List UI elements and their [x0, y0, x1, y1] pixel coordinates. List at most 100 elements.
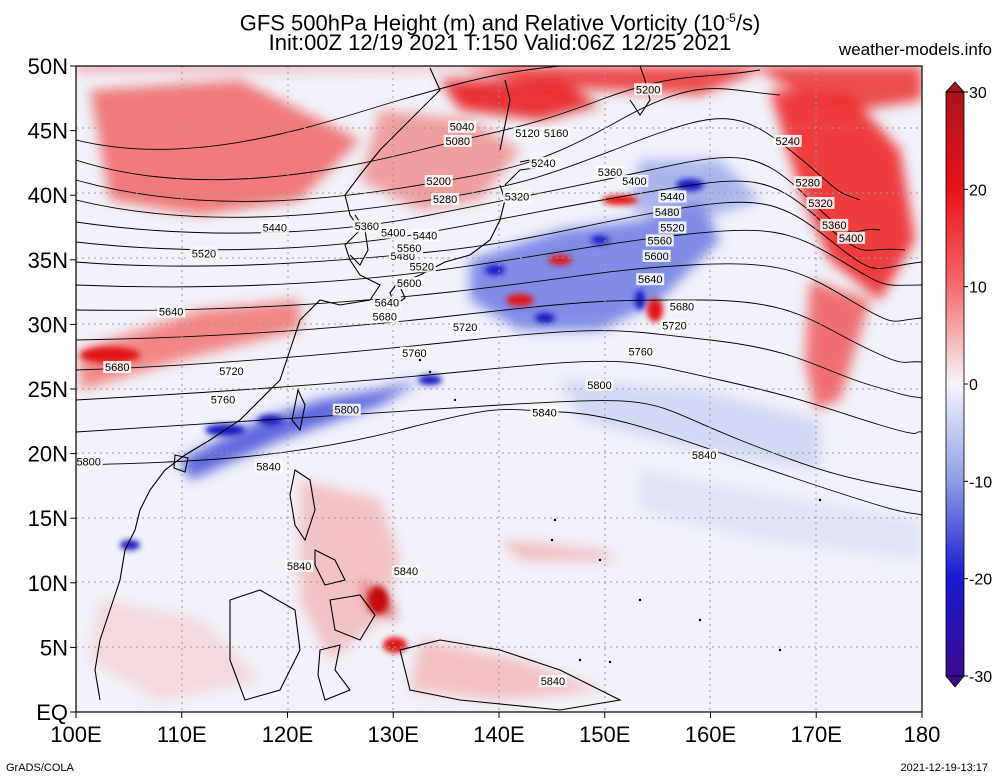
- contour-label: 5280: [431, 193, 460, 206]
- lat-label: 20N: [28, 442, 68, 467]
- svg-text:5080: 5080: [446, 136, 470, 148]
- borneo: [229, 589, 301, 701]
- colorbar: 30 20 10 0 -10 -20 -30: [945, 81, 992, 688]
- lat-label: 45N: [28, 119, 68, 144]
- contour-label: 5840: [690, 448, 719, 462]
- lon-label: 170E: [791, 722, 842, 747]
- longitude-axis: 100E 110E 120E 130E 140E 150E 160E 170E 180: [50, 712, 940, 747]
- contour-label: 5440: [658, 190, 687, 203]
- contour-label: 5840: [285, 560, 314, 573]
- contour-label: 5840: [254, 460, 283, 474]
- svg-text:5840: 5840: [532, 407, 556, 419]
- svg-text:5120: 5120: [515, 128, 539, 140]
- contour-label: 5840: [391, 565, 420, 578]
- contour-label: 5760: [400, 346, 429, 360]
- contour-label: 5680: [103, 361, 132, 374]
- svg-text:5840: 5840: [287, 561, 311, 573]
- svg-text:5520: 5520: [410, 261, 434, 273]
- svg-text:5240: 5240: [531, 158, 555, 170]
- taiwan: [291, 388, 306, 432]
- svg-text:5680: 5680: [670, 301, 694, 313]
- lon-label: 160E: [685, 722, 736, 747]
- svg-text:5440: 5440: [660, 191, 684, 203]
- lon-label: 120E: [262, 722, 313, 747]
- svg-text:5360: 5360: [822, 220, 846, 232]
- contour-label: 5400: [837, 231, 866, 245]
- svg-text:5840: 5840: [692, 450, 716, 462]
- contour-label: 5800: [332, 403, 361, 417]
- svg-text:5720: 5720: [453, 322, 477, 334]
- svg-text:5800: 5800: [587, 380, 611, 392]
- contour-label: 5320: [502, 190, 531, 203]
- colorbar-label: -20: [969, 572, 992, 589]
- latitude-axis: EQ 5N 10N 15N 20N 25N 30N 35N 40N 45N 50N: [28, 54, 76, 725]
- contour-label: 5280: [793, 176, 822, 189]
- lat-label: 5N: [40, 635, 68, 660]
- vorticity-north-band: [90, 80, 360, 215]
- contour-label: 5800: [76, 455, 103, 468]
- lon-label: 180: [904, 722, 941, 747]
- svg-text:5320: 5320: [505, 191, 529, 203]
- contour-label: 5040: [447, 120, 476, 134]
- contour-label: 5680: [370, 310, 399, 324]
- svg-text:5400: 5400: [622, 176, 646, 188]
- contour-label: 5720: [660, 319, 689, 333]
- hainan: [173, 454, 189, 473]
- colorbar-label: -10: [969, 474, 992, 491]
- svg-text:5200: 5200: [426, 176, 450, 188]
- colorbar-label: 0: [969, 377, 978, 394]
- svg-text:5400: 5400: [839, 233, 863, 245]
- lat-label: 40N: [28, 183, 68, 208]
- svg-text:5520: 5520: [192, 248, 216, 260]
- contour-label: 5520: [189, 247, 218, 260]
- timestamp-label: 2021-12-19-13:17: [900, 762, 988, 774]
- svg-text:5600: 5600: [397, 278, 421, 290]
- lon-label: 100E: [50, 722, 101, 747]
- svg-text:5840: 5840: [256, 462, 280, 474]
- vorticity-north-red: [76, 66, 922, 110]
- vorticity-east-red: [770, 90, 915, 300]
- svg-text:5040: 5040: [450, 122, 474, 134]
- svg-text:5360: 5360: [355, 221, 379, 233]
- kamchatka: [629, 66, 651, 116]
- lon-label: 140E: [473, 722, 524, 747]
- svg-text:5440: 5440: [263, 223, 287, 235]
- contour-label: 5720: [451, 320, 480, 334]
- contour-label: 5640: [372, 296, 401, 309]
- contour-label: 5560: [395, 242, 424, 255]
- svg-text:5560: 5560: [647, 235, 671, 247]
- contour-label: 5160: [542, 127, 571, 140]
- contour-label: 5320: [806, 196, 835, 210]
- new-guinea: [399, 639, 622, 711]
- svg-text:5520: 5520: [660, 223, 684, 235]
- lat-label: 30N: [28, 312, 68, 337]
- svg-text:5720: 5720: [219, 366, 243, 378]
- contour-label: 5760: [208, 393, 237, 406]
- svg-text:5640: 5640: [159, 306, 183, 318]
- lat-label: 10N: [28, 571, 68, 596]
- contour-label: 5560: [645, 234, 674, 247]
- site-watermark: weather-models.info: [838, 40, 992, 59]
- svg-text:5640: 5640: [638, 274, 662, 286]
- svg-text:5600: 5600: [644, 251, 668, 263]
- svg-text:5280: 5280: [796, 177, 820, 189]
- svg-text:5840: 5840: [541, 676, 565, 688]
- lat-label: EQ: [36, 700, 68, 725]
- svg-text:5400: 5400: [381, 228, 405, 240]
- colorbar-label: -30: [969, 669, 992, 686]
- contour-label: 5840: [538, 674, 567, 688]
- lon-label: 110E: [157, 722, 207, 747]
- contour-label: 5400: [379, 226, 408, 240]
- japan-honshu: [394, 184, 506, 286]
- contour-label: 5720: [217, 364, 246, 378]
- contour-label: 5520: [407, 260, 436, 273]
- contour-label: 5800: [585, 379, 614, 392]
- contour-label: 5240: [773, 134, 802, 148]
- contour-label: 5680: [667, 300, 696, 313]
- colorbar-label: 20: [969, 182, 987, 199]
- svg-text:5760: 5760: [628, 347, 652, 359]
- asia-coast: [94, 67, 441, 701]
- svg-text:5720: 5720: [662, 321, 686, 333]
- contour-label: 5440: [260, 221, 289, 235]
- philippines-mid: [314, 549, 346, 586]
